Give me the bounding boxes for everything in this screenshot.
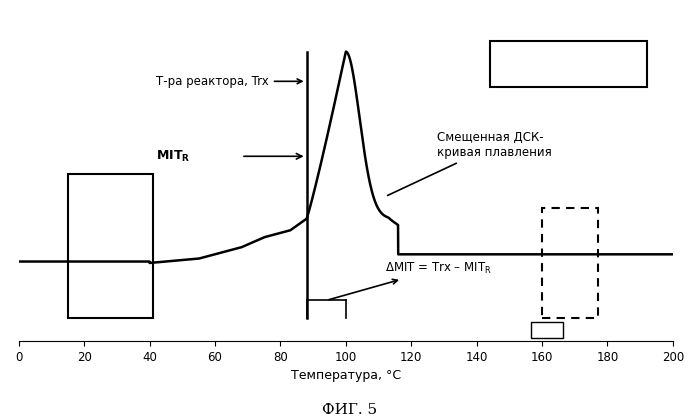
- Text: Смещенная ДСК-
кривая плавления: Смещенная ДСК- кривая плавления: [387, 131, 552, 196]
- Text: Т-ра реактора, Trx: Т-ра реактора, Trx: [156, 75, 302, 88]
- Text: MIT$_\mathregular{R}$: MIT$_\mathregular{R}$: [156, 149, 190, 164]
- Bar: [542, 208, 598, 318]
- Bar: [68, 173, 153, 318]
- X-axis label: Температура, °C: Температура, °C: [291, 369, 401, 382]
- Bar: [490, 41, 647, 87]
- Text: $\Delta$MIT = Trx – MIT$_\mathregular{R}$: $\Delta$MIT = Trx – MIT$_\mathregular{R}…: [329, 261, 492, 300]
- Bar: [531, 322, 563, 338]
- Text: ФИГ. 5: ФИГ. 5: [322, 403, 377, 417]
